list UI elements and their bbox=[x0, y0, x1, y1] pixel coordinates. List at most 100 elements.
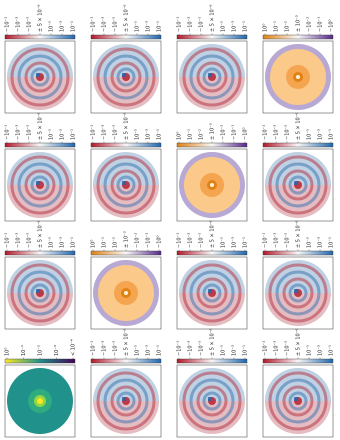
colorbar-tick-label: −10⁻¹ bbox=[232, 125, 238, 140]
colorbar-tick-label: 10⁰ bbox=[177, 132, 183, 140]
colorbar-tick-label: 10⁻⁵ bbox=[135, 129, 141, 140]
colorbar-tick-label: 10⁰ bbox=[5, 348, 11, 356]
colorbar-tick-label: ± 5 × 10⁻⁶ bbox=[296, 329, 302, 356]
colorbar-tick-label: 10⁻⁵ bbox=[221, 345, 227, 356]
colorbar-tick-label: 10⁻⁵ bbox=[221, 21, 227, 32]
field-image bbox=[265, 152, 331, 218]
colorbar bbox=[4, 250, 76, 256]
colorbar-tick-label: 10⁻⁵ bbox=[307, 129, 313, 140]
colorbar-tick-label: −10⁻¹ bbox=[177, 17, 183, 32]
colorbar-tick-label: −10⁻³ bbox=[102, 125, 108, 140]
colorbar-tick-label: 10⁻² bbox=[113, 237, 119, 248]
colorbar-tick-label: −10⁰ bbox=[157, 235, 163, 248]
colorbar bbox=[4, 142, 76, 148]
colorbar-tick-label: ± 5 × 10⁻⁶ bbox=[296, 221, 302, 248]
colorbar-tick-label: 10⁻¹ bbox=[188, 129, 194, 140]
field-image bbox=[93, 44, 159, 110]
panel: −10⁻¹ −10⁻³ −10⁻⁵ ± 5 × 10⁻⁶ 10⁻⁵ 10⁻³ 10⁻¹ bbox=[4, 5, 77, 114]
colorbar-tick-label: −10⁰ bbox=[243, 127, 249, 140]
colorbar-tick-label: −10⁻³ bbox=[102, 17, 108, 32]
colorbar bbox=[176, 250, 248, 256]
colorbar-tick-label: −10⁻¹ bbox=[91, 341, 97, 356]
colorbar-tick-label: ± 5 × 10⁻⁶ bbox=[124, 113, 130, 140]
colorbar-tick-label: 10⁻³ bbox=[60, 237, 66, 248]
colorbar-tick-label: −10⁻³ bbox=[102, 341, 108, 356]
colorbar bbox=[176, 34, 248, 40]
panel: −10⁻¹ −10⁻³ −10⁻⁵ ± 5 × 10⁻⁶ 10⁻⁵ 10⁻³ 10⁻¹ bbox=[91, 329, 163, 438]
colorbar-tick-label: 10⁻³ bbox=[318, 237, 324, 248]
colorbar-tick-label: −10⁻¹ bbox=[177, 233, 183, 248]
colorbar bbox=[90, 142, 162, 148]
panel: 10⁰ 10⁻¹ 10⁻² ± 10⁻³ −10⁻² −10⁻¹ −10⁰ bbox=[91, 231, 163, 330]
colorbar-tick-label: 10⁻⁵ bbox=[49, 21, 55, 32]
field-image bbox=[93, 152, 159, 218]
colorbar-tick-label: 10⁻¹ bbox=[71, 21, 77, 32]
colorbar-tick-label: −10⁻⁵ bbox=[113, 17, 119, 32]
colorbar-tick-label: 10⁻¹ bbox=[157, 129, 163, 140]
colorbar-tick-label: 10⁻¹ bbox=[274, 21, 280, 32]
colorbar-tick-label: 10⁻¹ bbox=[157, 21, 163, 32]
colorbar-tick-label: 10⁻² bbox=[199, 129, 205, 140]
colorbar-tick-label: ± 5 × 10⁻⁶ bbox=[124, 329, 130, 356]
colorbar-tick-label: 10⁻³ bbox=[232, 21, 238, 32]
colorbar-tick-label: −10⁻³ bbox=[274, 233, 280, 248]
colorbar-tick-label: ± 5 × 10⁻⁶ bbox=[124, 5, 130, 32]
field-image bbox=[179, 260, 245, 326]
panel: −10⁻¹ −10⁻³ −10⁻⁵ ± 5 × 10⁻⁶ 10⁻⁵ 10⁻³ 10⁻¹ bbox=[91, 5, 163, 114]
colorbar-tick-label: −10⁻³ bbox=[274, 125, 280, 140]
colorbar-tick-label: −10⁻¹ bbox=[263, 233, 269, 248]
colorbar-tick-label: 10⁻¹ bbox=[243, 237, 249, 248]
colorbar-tick-label: ± 10⁻³ bbox=[210, 123, 216, 140]
colorbar-tick-label: 10⁻³ bbox=[146, 129, 152, 140]
colorbar-tick-label: ± 5 × 10⁻⁶ bbox=[210, 221, 216, 248]
colorbar-tick-label: −10⁻⁵ bbox=[199, 341, 205, 356]
panel: 10⁰ 10⁻¹ 10⁻² ± 10⁻³ −10⁻² −10⁻¹ −10⁰ bbox=[177, 123, 249, 222]
colorbar-tick-label: 10⁻³ bbox=[60, 21, 66, 32]
field-image bbox=[179, 368, 245, 434]
panel: −10⁻¹ −10⁻³ −10⁻⁵ ± 5 × 10⁻⁶ 10⁻⁵ 10⁻³ 10⁻¹ bbox=[176, 5, 249, 114]
colorbar-tick-label: 10⁻³ bbox=[54, 345, 60, 356]
colorbar-tick-label: 10⁻⁵ bbox=[49, 237, 55, 248]
colorbar-tick-label: −10⁻¹ bbox=[5, 125, 11, 140]
panel: −10⁻¹ −10⁻³ −10⁻⁵ ± 5 × 10⁻⁶ 10⁻⁵ 10⁻³ 10⁻¹ bbox=[177, 329, 249, 438]
colorbar-tick-label: 10⁻³ bbox=[146, 345, 152, 356]
colorbar-tick-label: ± 10⁻³ bbox=[124, 231, 130, 248]
field-image bbox=[265, 44, 331, 110]
panel: 10⁰ 10⁻¹ 10⁻² 10⁻³ < 10⁻⁴ bbox=[5, 339, 77, 438]
colorbar-tick-label: −10⁰ bbox=[329, 19, 335, 32]
colorbar-tick-label: −10⁻¹ bbox=[263, 341, 269, 356]
colorbar-tick-label: −10⁻³ bbox=[188, 341, 194, 356]
colorbar-tick-label: 10⁻¹ bbox=[71, 237, 77, 248]
colorbar-tick-label: −10⁻¹ bbox=[91, 125, 97, 140]
colorbar-tick-label: ± 5 × 10⁻⁶ bbox=[296, 113, 302, 140]
colorbar bbox=[262, 250, 334, 256]
colorbar-tick-label: −10⁻¹ bbox=[91, 17, 97, 32]
colorbar bbox=[4, 34, 76, 40]
colorbar-tick-label: 10⁻¹ bbox=[102, 237, 108, 248]
colorbar-tick-label: −10⁻¹ bbox=[5, 17, 11, 32]
colorbar-tick-label: 10⁻⁵ bbox=[49, 129, 55, 140]
colorbar-tick-label: −10⁻¹ bbox=[318, 17, 324, 32]
panel: −10⁻¹ −10⁻³ −10⁻⁵ ± 5 × 10⁻⁶ 10⁻⁵ 10⁻³ 10⁻¹ bbox=[176, 221, 249, 330]
panel: −10⁻¹ −10⁻³ −10⁻⁵ ± 5 × 10⁻⁶ 10⁻⁵ 10⁻³ 10⁻¹ bbox=[262, 221, 335, 330]
colorbar-tick-label: 10⁻¹ bbox=[157, 345, 163, 356]
colorbar-tick-label: −10⁻¹ bbox=[5, 233, 11, 248]
colorbar-tick-label: −10⁻⁵ bbox=[199, 17, 205, 32]
colorbar-tick-label: −10⁻¹ bbox=[263, 125, 269, 140]
colorbar-tick-label: −10⁻⁵ bbox=[113, 125, 119, 140]
colorbar-tick-label: ± 5 × 10⁻⁶ bbox=[38, 5, 44, 32]
colorbar-tick-label: −10⁻³ bbox=[188, 17, 194, 32]
field-image bbox=[7, 152, 73, 218]
colorbar-tick-label: −10⁻³ bbox=[188, 233, 194, 248]
colorbar-tick-label: ± 5 × 10⁻⁶ bbox=[38, 113, 44, 140]
colorbar-tick-label: −10⁻⁵ bbox=[27, 17, 33, 32]
colorbar-tick-label: 10⁻² bbox=[38, 345, 44, 356]
colorbar-tick-label: 10⁻⁵ bbox=[307, 345, 313, 356]
colorbar-tick-label: −10⁻² bbox=[135, 233, 141, 248]
colorbar-tick-label: ± 5 × 10⁻⁶ bbox=[210, 329, 216, 356]
field-image bbox=[7, 260, 73, 326]
field-image bbox=[265, 368, 331, 434]
field-image bbox=[7, 368, 73, 434]
colorbar-tick-label: 10⁻¹ bbox=[329, 345, 335, 356]
